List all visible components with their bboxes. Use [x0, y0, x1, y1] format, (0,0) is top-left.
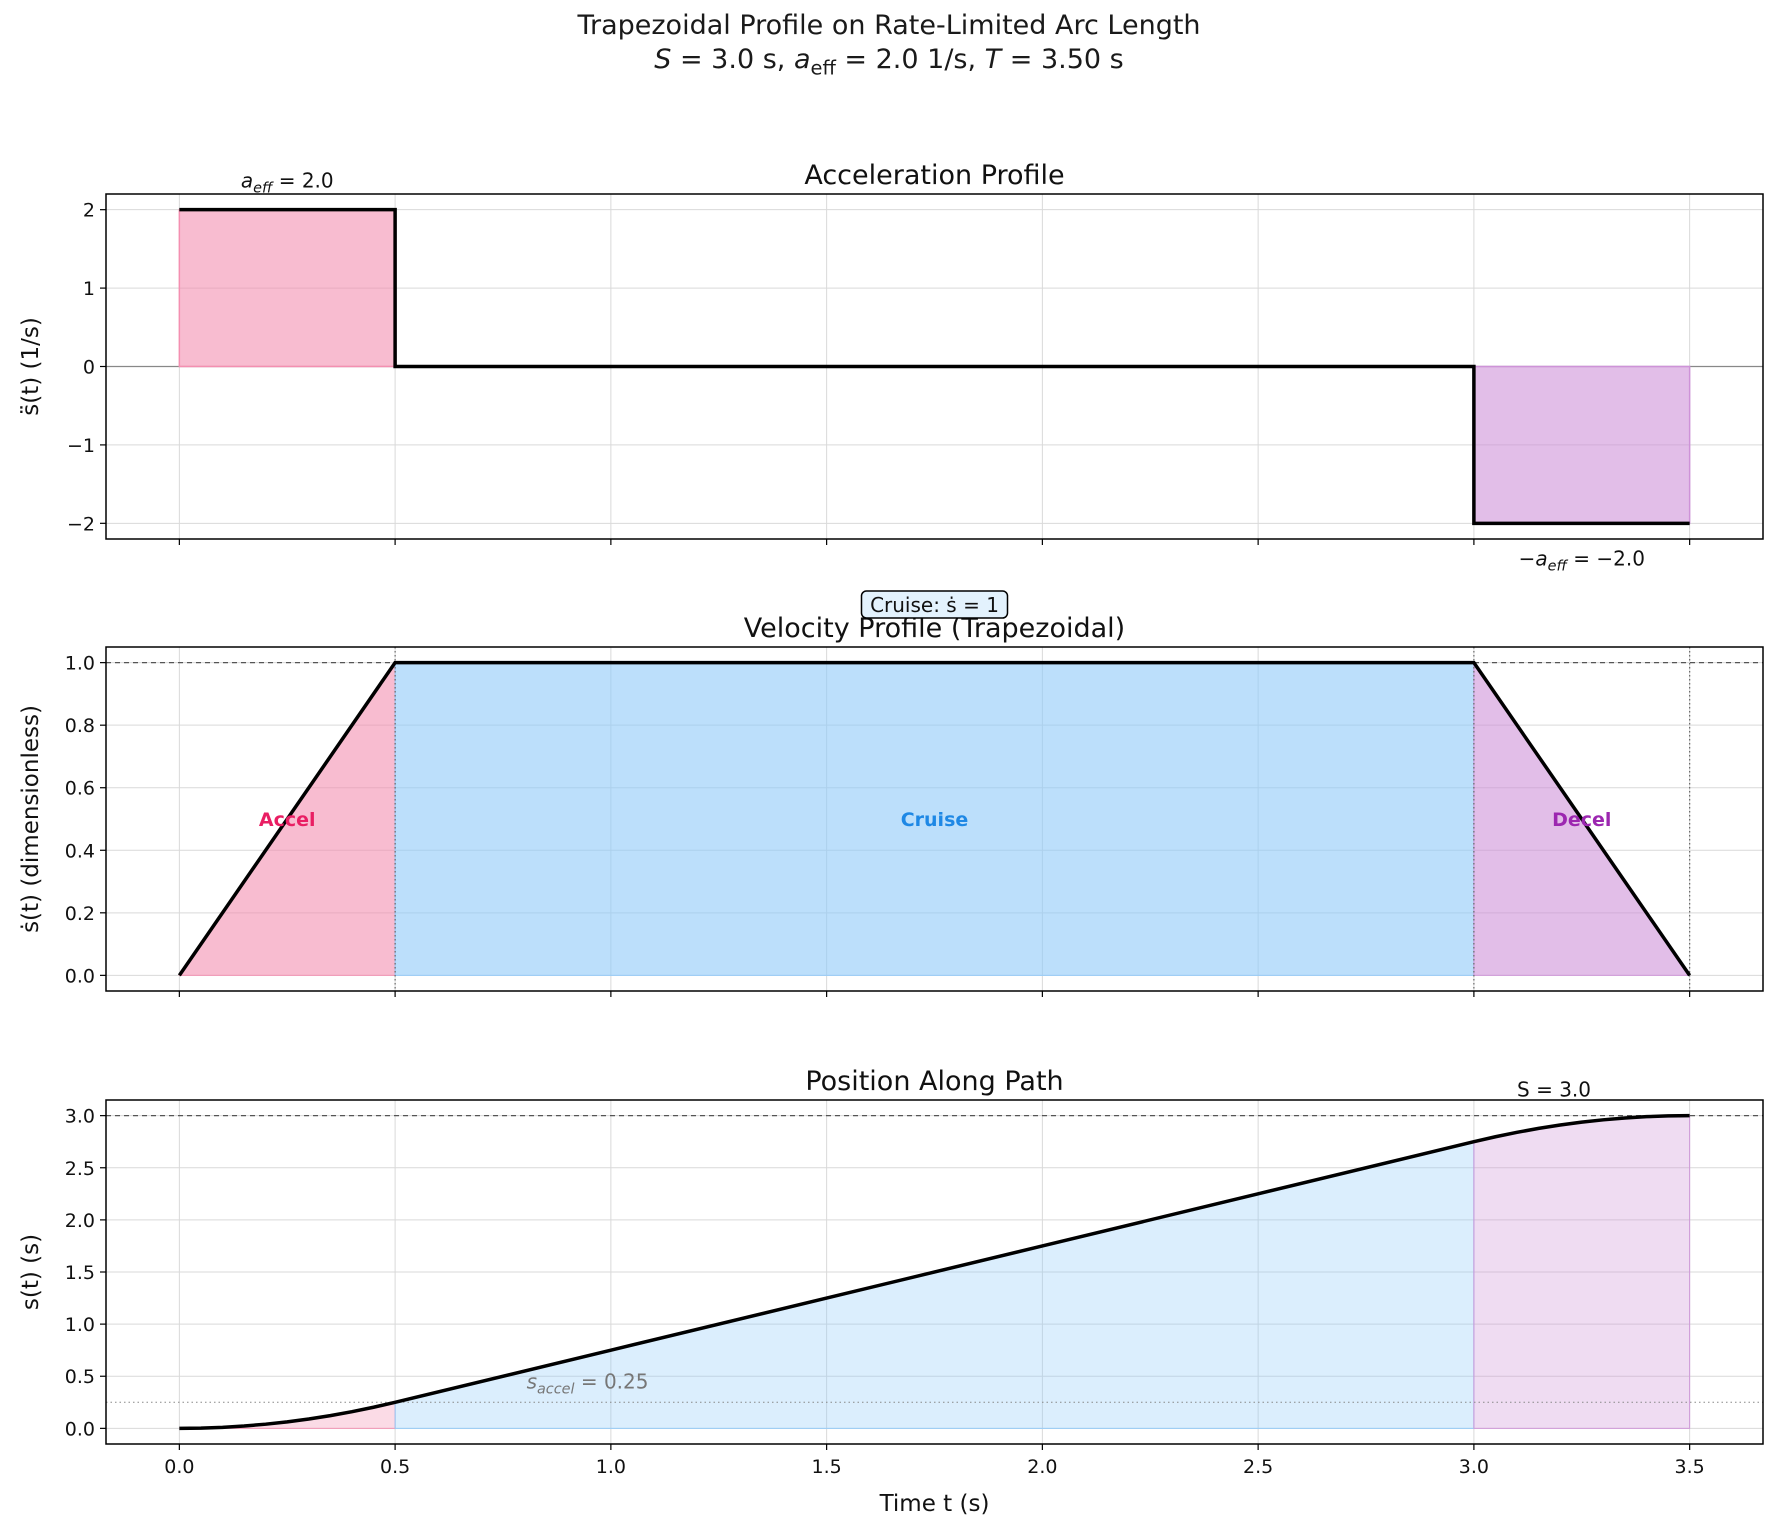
- y-tick-label: 0.0: [65, 1418, 95, 1440]
- y-tick-label: 1.0: [65, 1314, 95, 1336]
- decel-fill: [1473, 1115, 1691, 1429]
- y-tick-label: 0.8: [65, 715, 95, 737]
- cruise-annotation: Cruise: ṡ = 1: [870, 593, 999, 617]
- accel-fill: [179, 1401, 396, 1429]
- x-tick-label: 1.5: [812, 1456, 842, 1478]
- x-tick-label: 0.5: [380, 1456, 410, 1478]
- x-tick-label: 3.5: [1675, 1456, 1705, 1478]
- y-tick-label: 2.5: [65, 1158, 95, 1180]
- y-tick-label: −2: [67, 513, 95, 535]
- profile-curve: [179, 1113, 1690, 1431]
- y-axis-label: s(t) (s): [18, 1234, 44, 1310]
- phase-label-decel: Decel: [1552, 809, 1611, 831]
- y-tick-label: 0.4: [65, 840, 95, 862]
- x-tick-label: 3.0: [1459, 1456, 1489, 1478]
- panel-title: Position Along Path: [805, 1066, 1063, 1097]
- y-tick-label: −1: [67, 435, 95, 457]
- y-tick-label: 0.0: [65, 965, 95, 987]
- cruise-annotation-box: [860, 590, 1009, 619]
- x-tick-label: 1.0: [596, 1456, 626, 1478]
- x-tick-label: 0.0: [164, 1456, 194, 1478]
- panel-title: Acceleration Profile: [804, 160, 1064, 191]
- chart-panel-3: 0.0 0.5 1.0 1.5 2.0 2.5 3.0 3.5 0.0 0.5 1.0 1.5 2.0 2…: [18, 1066, 1764, 1517]
- y-tick-label: 1.0: [65, 653, 95, 675]
- annotation: S = 3.0: [1517, 1078, 1591, 1102]
- x-axis-label: Time t (s): [879, 1491, 990, 1517]
- y-tick-label: 1: [83, 278, 95, 300]
- y-tick-label: 0: [83, 357, 95, 379]
- x-tick-label: 2.5: [1243, 1456, 1273, 1478]
- y-tick-label: 0.5: [65, 1366, 95, 1388]
- y-axis-label: s̈(t) (1/s): [18, 317, 44, 416]
- y-tick-label: 3.0: [65, 1106, 95, 1128]
- y-tick-label: 1.5: [65, 1262, 95, 1284]
- chart-panel-1: −2 −1 0 1 2 Acceleration Profile s̈(t) (1/s) ae…: [18, 160, 1764, 574]
- phase-label-cruise: Cruise: [901, 809, 969, 831]
- y-tick-label: 2.0: [65, 1210, 95, 1232]
- annotation: aeff​ = 2.0: [241, 169, 334, 197]
- x-tick-label: 2.0: [1027, 1456, 1057, 1478]
- phase-label-accel: Accel: [259, 809, 316, 831]
- profile-curve: [179, 207, 1690, 526]
- annotation: saccel​ = 0.25: [527, 1369, 649, 1397]
- y-tick-label: 0.6: [65, 778, 95, 800]
- figure-title-line1: Trapezoidal Profile on Rate-Limited Arc …: [577, 10, 1201, 41]
- y-tick-label: 2: [83, 200, 95, 222]
- axes-frame: [105, 646, 1764, 992]
- accel-fill: [178, 208, 396, 368]
- y-tick-label: 0.2: [65, 903, 95, 925]
- figure-title-line2: S = 3.0 s, aeff = 2.0 1/s, T = 3.50 s: [654, 44, 1124, 80]
- decel-fill: [1473, 365, 1691, 525]
- annotation: −aeff​ = −2.0: [1519, 546, 1645, 574]
- profile-curve: [177, 660, 1692, 977]
- y-axis-label: ṡ(t) (dimensionless): [18, 705, 44, 933]
